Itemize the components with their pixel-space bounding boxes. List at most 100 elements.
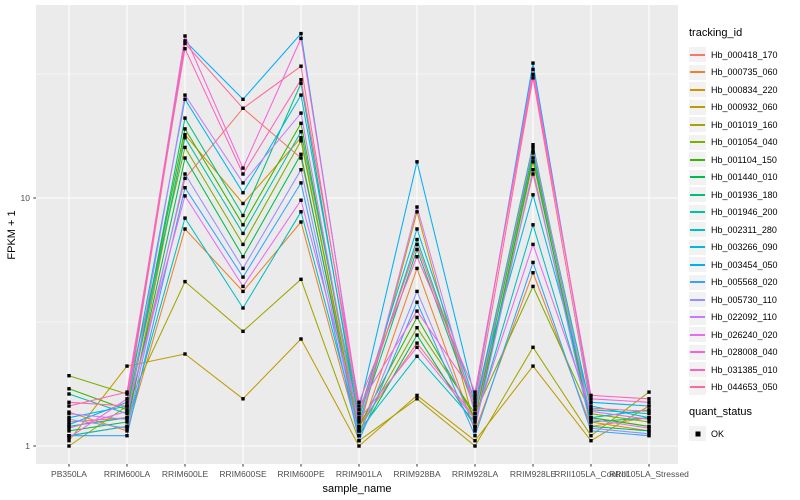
data-point bbox=[241, 289, 245, 294]
data-point bbox=[357, 426, 361, 430]
legend-key-swatch bbox=[689, 426, 706, 442]
legend-item: Hb_001054_040 bbox=[689, 134, 799, 152]
data-point bbox=[241, 201, 245, 206]
data-point bbox=[415, 341, 419, 345]
x-tick-label: RRII105LA_Stressed bbox=[609, 469, 689, 479]
data-point bbox=[531, 172, 535, 176]
legend-key-line-icon bbox=[690, 333, 705, 336]
color-legend-title: tracking_id bbox=[689, 27, 743, 39]
legend-key-line-icon bbox=[690, 71, 705, 74]
data-point bbox=[241, 266, 245, 271]
data-point bbox=[647, 412, 651, 416]
data-point bbox=[67, 374, 71, 378]
data-point bbox=[299, 156, 303, 160]
data-point bbox=[415, 393, 419, 398]
legend-item: Hb_001019_160 bbox=[689, 116, 799, 134]
data-point bbox=[589, 400, 593, 404]
data-point bbox=[531, 260, 535, 265]
data-point bbox=[67, 404, 71, 408]
data-point bbox=[531, 156, 535, 160]
legend-key-line-icon bbox=[690, 106, 705, 109]
data-point bbox=[473, 429, 477, 433]
data-point bbox=[415, 160, 419, 164]
data-point bbox=[241, 275, 245, 279]
data-point bbox=[531, 151, 535, 155]
data-point bbox=[183, 133, 187, 137]
data-point bbox=[183, 156, 187, 160]
data-point bbox=[67, 392, 71, 396]
data-point bbox=[125, 420, 129, 424]
data-point bbox=[531, 284, 535, 289]
x-tick-label: PB350LA bbox=[51, 469, 87, 479]
legend-panel: tracking_id Hb_000418_170 Hb_000735_060 Hb… bbox=[689, 27, 799, 443]
data-point bbox=[299, 64, 303, 68]
data-point bbox=[647, 426, 651, 430]
legend-key-line-icon bbox=[690, 123, 705, 126]
data-point bbox=[183, 176, 187, 181]
legend-key-line-icon bbox=[690, 228, 705, 231]
legend-key-line-icon bbox=[690, 368, 705, 371]
x-tick-label: RRII105LA_Control bbox=[554, 469, 628, 479]
legend-item: Hb_003454_050 bbox=[689, 256, 799, 274]
legend-key-swatch bbox=[689, 82, 706, 98]
data-point bbox=[183, 352, 187, 356]
shape-legend-title: quant_status bbox=[689, 406, 752, 418]
data-point bbox=[531, 345, 535, 349]
legend-key-line-icon bbox=[690, 211, 705, 214]
legend-item-label: Hb_000735_060 bbox=[711, 67, 778, 78]
x-tick-label: RRIM600PE bbox=[277, 469, 325, 479]
data-point bbox=[531, 168, 535, 172]
data-point bbox=[125, 426, 129, 430]
legend-key-line-icon bbox=[690, 88, 705, 91]
legend-key-swatch bbox=[689, 222, 706, 238]
data-point bbox=[67, 400, 71, 404]
legend-item-label: Hb_044653_050 bbox=[711, 382, 778, 393]
data-point bbox=[415, 345, 419, 349]
data-point bbox=[473, 408, 477, 412]
data-point bbox=[357, 434, 361, 438]
data-point bbox=[415, 237, 419, 242]
data-point bbox=[241, 106, 245, 110]
data-point bbox=[299, 121, 303, 125]
legend-item: Hb_000418_170 bbox=[689, 46, 799, 64]
legend-item-label: Hb_001936_180 bbox=[711, 189, 778, 200]
legend-key-line-icon bbox=[690, 176, 705, 179]
data-point bbox=[299, 111, 303, 115]
data-point bbox=[183, 194, 187, 198]
x-tick-label: RRIM928LE bbox=[510, 469, 557, 479]
legend-key-line-icon bbox=[690, 281, 705, 284]
data-point bbox=[67, 436, 71, 440]
legend-item-label: Hb_031385_010 bbox=[711, 364, 778, 375]
legend-item: Hb_000735_060 bbox=[689, 64, 799, 82]
data-point bbox=[299, 31, 303, 36]
data-point bbox=[647, 390, 651, 394]
data-point bbox=[125, 364, 129, 368]
data-point bbox=[357, 424, 361, 429]
legend-key-swatch bbox=[689, 134, 706, 150]
data-point bbox=[531, 223, 535, 227]
data-point bbox=[125, 397, 129, 401]
legend-key-swatch bbox=[689, 99, 706, 115]
legend-item: Hb_026240_020 bbox=[689, 326, 799, 344]
data-point bbox=[183, 145, 187, 150]
data-point bbox=[531, 143, 535, 147]
legend-item-label: Hb_001019_160 bbox=[711, 119, 778, 130]
color-legend-items: Hb_000418_170 Hb_000735_060 Hb_000834_220 H… bbox=[689, 46, 799, 396]
data-point bbox=[589, 420, 593, 424]
data-point bbox=[357, 420, 361, 424]
legend-item-label: Hb_022092_110 bbox=[711, 312, 777, 323]
legend-key-swatch bbox=[689, 379, 706, 395]
data-point bbox=[415, 289, 419, 294]
legend-item: Hb_001104_150 bbox=[689, 151, 799, 169]
legend-item-label: Hb_005568_020 bbox=[711, 277, 778, 288]
data-point bbox=[241, 255, 245, 259]
data-point bbox=[415, 266, 419, 271]
legend-item: Hb_031385_010 bbox=[689, 361, 799, 379]
data-point bbox=[299, 220, 303, 224]
data-point bbox=[589, 426, 593, 430]
data-point bbox=[67, 412, 71, 416]
data-point bbox=[241, 172, 245, 176]
data-point bbox=[241, 213, 245, 218]
